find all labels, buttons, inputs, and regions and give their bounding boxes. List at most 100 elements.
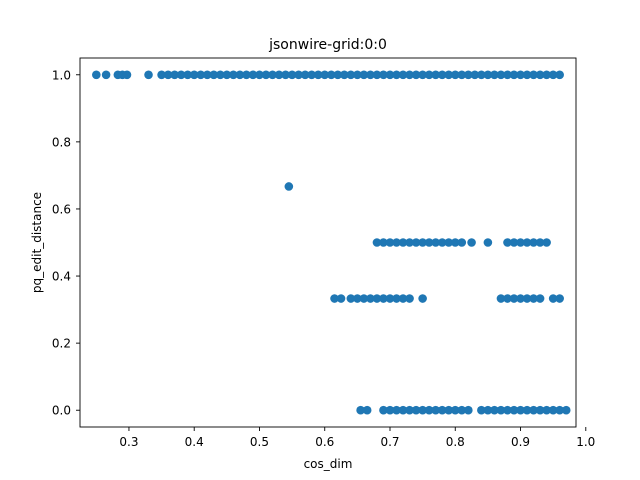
data-point	[516, 70, 525, 80]
data-point	[366, 70, 375, 80]
data-point	[346, 70, 356, 80]
data-point	[509, 405, 519, 415]
data-point	[353, 294, 362, 303]
data-point	[405, 70, 414, 80]
y-tick-label: 0.6	[52, 202, 71, 216]
data-point	[450, 70, 460, 80]
x-tick-label: 0.9	[511, 435, 530, 449]
data-point	[503, 70, 512, 80]
data-point	[477, 70, 486, 80]
data-point	[424, 405, 434, 415]
data-point	[516, 294, 525, 303]
y-axis-ticks: 0.0 0.2 0.4 0.6 0.8 1.0	[52, 68, 80, 418]
data-point	[457, 238, 467, 247]
y-tick-label: 0.4	[52, 270, 71, 284]
data-point	[157, 70, 166, 80]
data-point	[229, 70, 238, 80]
data-point	[392, 405, 401, 415]
data-point	[431, 238, 440, 247]
data-point	[483, 70, 493, 80]
plot-frame	[79, 57, 577, 428]
data-point	[411, 70, 421, 80]
data-point	[535, 405, 545, 415]
data-point	[336, 294, 346, 303]
data-point	[418, 405, 427, 415]
data-point	[503, 238, 512, 247]
data-point	[535, 294, 545, 303]
data-point	[542, 405, 551, 415]
data-point	[529, 405, 538, 415]
data-point	[535, 238, 545, 247]
data-point	[444, 70, 454, 80]
data-point	[398, 294, 408, 303]
data-point	[274, 70, 284, 80]
data-point	[392, 238, 401, 247]
data-point	[450, 405, 460, 415]
data-point	[222, 70, 232, 80]
data-point	[209, 70, 219, 80]
data-point	[548, 70, 558, 80]
data-point	[372, 238, 382, 247]
data-point	[202, 70, 212, 80]
x-axis-label: cos_dim	[304, 457, 353, 471]
data-point	[92, 70, 101, 80]
data-point	[522, 405, 532, 415]
data-point	[261, 70, 271, 80]
data-point	[490, 405, 499, 415]
points-layer	[92, 70, 571, 415]
data-point	[431, 70, 440, 80]
data-point	[385, 405, 395, 415]
data-point	[405, 294, 414, 303]
data-point	[379, 294, 388, 303]
data-point	[555, 294, 564, 303]
data-point	[122, 70, 132, 80]
data-point	[450, 238, 460, 247]
data-point	[503, 294, 512, 303]
data-point	[522, 70, 532, 80]
data-point	[496, 294, 506, 303]
data-point	[284, 182, 294, 191]
data-point	[294, 70, 303, 80]
data-point	[522, 294, 532, 303]
data-point	[340, 70, 349, 80]
data-point	[255, 70, 264, 80]
data-point	[555, 405, 564, 415]
data-point	[362, 405, 372, 415]
data-point	[216, 70, 225, 80]
x-tick-label: 0.4	[185, 435, 204, 449]
data-point	[509, 294, 519, 303]
data-point	[144, 70, 153, 80]
data-point	[405, 238, 414, 247]
data-point	[101, 70, 111, 80]
data-point	[529, 70, 538, 80]
data-point	[467, 238, 476, 247]
data-point	[457, 405, 467, 415]
data-point	[300, 70, 310, 80]
data-point	[529, 294, 538, 303]
x-tick-label: 0.5	[250, 435, 269, 449]
data-point	[379, 405, 388, 415]
data-point	[359, 70, 369, 80]
data-point	[281, 70, 290, 80]
y-tick-label: 0.8	[52, 135, 71, 149]
data-point	[176, 70, 186, 80]
data-point	[372, 70, 382, 80]
data-point	[561, 405, 571, 415]
data-point	[457, 70, 467, 80]
data-point	[333, 70, 343, 80]
data-point	[196, 70, 206, 80]
data-point	[287, 70, 297, 80]
data-point	[353, 70, 362, 80]
data-point	[509, 238, 519, 247]
data-point	[535, 70, 545, 80]
data-point	[405, 405, 414, 415]
data-point	[418, 294, 427, 303]
data-point	[379, 238, 388, 247]
x-axis-ticks: 0.3 0.4 0.5 0.6 0.7 0.8 0.9 1.0	[119, 427, 595, 449]
data-point	[444, 405, 454, 415]
data-point	[398, 405, 408, 415]
data-point	[483, 238, 493, 247]
data-point	[496, 70, 506, 80]
data-point	[379, 70, 388, 80]
data-point	[437, 405, 447, 415]
